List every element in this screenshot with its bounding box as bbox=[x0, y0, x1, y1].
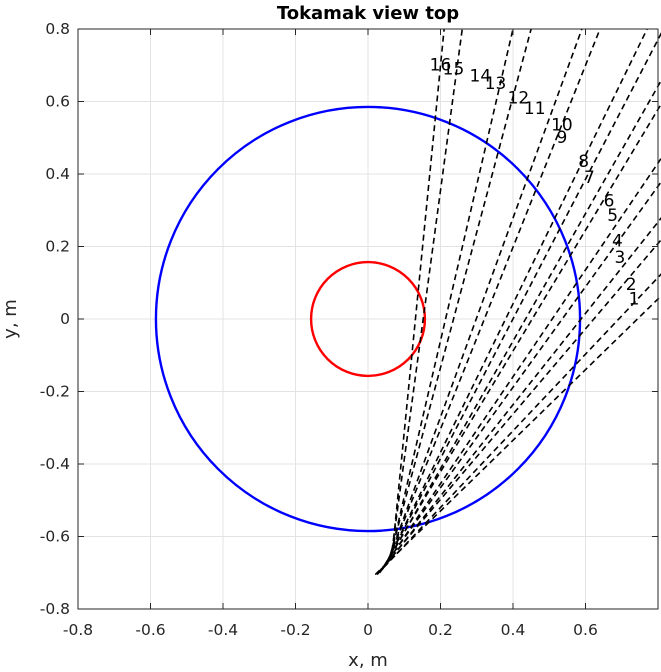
x-tick-label: -0.6 bbox=[135, 621, 165, 639]
sight-line-label-16: 16 bbox=[430, 56, 452, 76]
x-tick-label: 0 bbox=[363, 621, 373, 639]
sight-line-10 bbox=[387, 28, 648, 561]
sight-line-label-5: 5 bbox=[607, 206, 618, 226]
x-tick-label: 0.4 bbox=[501, 621, 526, 639]
sight-line-label-7: 7 bbox=[584, 168, 595, 188]
sight-line-label-3: 3 bbox=[615, 248, 626, 268]
y-tick-label: 0.8 bbox=[45, 20, 70, 38]
y-tick-label: 0.2 bbox=[45, 238, 70, 256]
x-tick-label: 0.2 bbox=[428, 621, 453, 639]
x-tick-label: -0.4 bbox=[208, 621, 238, 639]
sight-line-13 bbox=[389, 28, 532, 555]
x-tick-label: -0.8 bbox=[63, 621, 93, 639]
sight-line-label-15: 15 bbox=[443, 59, 465, 79]
inner-core-circle bbox=[309, 260, 427, 378]
sight-line-label-10: 10 bbox=[551, 116, 573, 136]
sight-line-1 bbox=[374, 294, 661, 576]
y-axis-ticks: 0.8 0.6 0.4 0.2 0 -0.2 -0.4 -0.6 -0.8 bbox=[40, 20, 658, 618]
y-tick-label: -0.4 bbox=[40, 455, 70, 473]
sight-line-label-12: 12 bbox=[508, 88, 530, 108]
sight-line-4 bbox=[378, 217, 661, 574]
sight-line-6 bbox=[381, 157, 661, 570]
x-axis-title: x, m bbox=[348, 650, 388, 671]
sight-line-label-4: 4 bbox=[612, 232, 623, 252]
sight-line-label-13: 13 bbox=[485, 74, 507, 94]
sight-line-8 bbox=[384, 79, 661, 566]
sight-line-16 bbox=[391, 28, 445, 550]
sight-line-label-2: 2 bbox=[626, 275, 637, 295]
sight-line-15 bbox=[391, 28, 464, 552]
sight-line-3 bbox=[377, 238, 661, 574]
sight-line-label-14: 14 bbox=[470, 67, 492, 87]
sight-line-label-9: 9 bbox=[557, 128, 568, 148]
y-tick-label: -0.2 bbox=[40, 383, 70, 401]
sight-line-label-6: 6 bbox=[604, 192, 615, 212]
x-axis-ticks: -0.8 -0.6 -0.4 -0.2 0 0.2 0.4 0.6 bbox=[63, 29, 598, 639]
x-tick-label: -0.2 bbox=[280, 621, 310, 639]
sight-line-2 bbox=[376, 273, 661, 576]
x-tick-label: 0.6 bbox=[573, 621, 598, 639]
y-tick-label: -0.6 bbox=[40, 528, 70, 546]
y-tick-label: 0.6 bbox=[45, 93, 70, 111]
sight-line-11 bbox=[388, 28, 601, 559]
y-tick-label: -0.8 bbox=[40, 600, 70, 618]
y-tick-label: 0 bbox=[60, 310, 70, 328]
sight-line-label-1: 1 bbox=[629, 290, 640, 310]
sight-lines bbox=[374, 28, 661, 576]
chart-title: Tokamak view top bbox=[277, 3, 459, 24]
y-axis-title: y, m bbox=[0, 299, 21, 339]
y-tick-label: 0.4 bbox=[45, 165, 70, 183]
sight-line-label-8: 8 bbox=[578, 152, 589, 172]
sight-line-label-11: 11 bbox=[524, 99, 546, 119]
sight-line-12 bbox=[388, 28, 583, 557]
